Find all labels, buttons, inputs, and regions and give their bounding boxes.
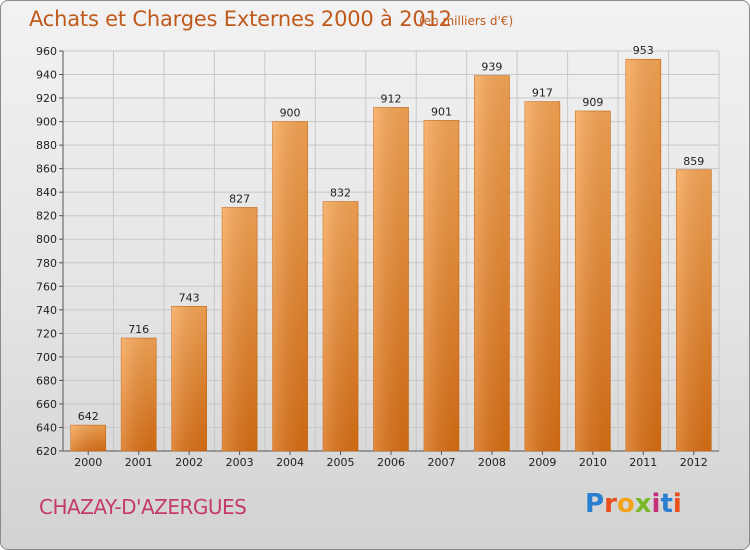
- bar-highlight: [272, 121, 308, 452]
- data-label: 743: [179, 291, 200, 304]
- data-label: 827: [229, 192, 250, 205]
- logo-letter: i: [651, 489, 661, 519]
- x-tick-label: 2001: [125, 456, 153, 469]
- x-tick-label: 2005: [327, 456, 355, 469]
- y-tick-label: 760: [36, 280, 57, 293]
- data-label: 953: [633, 44, 654, 57]
- data-label: 909: [582, 96, 603, 109]
- y-tick-label: 660: [36, 398, 57, 411]
- y-tick-label: 880: [36, 139, 57, 152]
- data-label: 917: [532, 87, 553, 100]
- y-tick-label: 740: [36, 304, 57, 317]
- y-tick-label: 920: [36, 92, 57, 105]
- bar-highlight: [121, 338, 157, 451]
- bar-highlight: [323, 201, 359, 451]
- x-tick-label: 2004: [276, 456, 304, 469]
- chart-title: Achats et Charges Externes 2000 à 2012: [29, 7, 452, 31]
- x-tick-label: 2002: [175, 456, 203, 469]
- x-tick-label: 2008: [478, 456, 506, 469]
- y-tick-label: 860: [36, 163, 57, 176]
- bars: [70, 58, 712, 452]
- x-tick-label: 2007: [427, 456, 455, 469]
- y-tick-label: 800: [36, 233, 57, 246]
- x-tick-label: 2009: [528, 456, 556, 469]
- y-tick-label: 900: [36, 116, 57, 129]
- data-label: 716: [128, 323, 149, 336]
- data-label: 859: [683, 155, 704, 168]
- y-tick-label: 820: [36, 210, 57, 223]
- y-tick-label: 680: [36, 374, 57, 387]
- bar-highlight: [171, 306, 207, 451]
- y-tick-label: 700: [36, 351, 57, 364]
- proxiti-logo[interactable]: Proxiti: [585, 489, 682, 519]
- commune-name: CHAZAY-D'AZERGUES: [39, 495, 247, 519]
- data-label: 939: [481, 61, 502, 74]
- logo-letter: o: [616, 489, 635, 519]
- bar-highlight: [70, 425, 106, 451]
- y-tick-label: 720: [36, 327, 57, 340]
- y-tick-label: 640: [36, 421, 57, 434]
- x-tick-label: 2000: [74, 456, 102, 469]
- x-tick-label: 2006: [377, 456, 405, 469]
- bar-highlight: [575, 111, 611, 451]
- x-tick-label: 2011: [629, 456, 657, 469]
- y-tick-label: 780: [36, 257, 57, 270]
- data-label: 642: [78, 410, 99, 423]
- x-tick-label: 2010: [579, 456, 607, 469]
- bar-highlight: [423, 120, 459, 451]
- logo-letter: x: [634, 489, 652, 519]
- data-label: 900: [280, 107, 301, 120]
- logo-letter: P: [585, 489, 605, 519]
- y-tick-label: 620: [36, 445, 57, 458]
- bar-highlight: [676, 169, 712, 451]
- y-tick-label: 840: [36, 186, 57, 199]
- logo-letter: t: [660, 489, 673, 519]
- bar-highlight: [625, 59, 661, 452]
- data-label: 832: [330, 187, 351, 200]
- y-tick-labels: 620 640 660 680 700 720 740 760 780 800 820 840 860 8…: [36, 45, 57, 458]
- y-tick-label: 940: [36, 69, 57, 82]
- data-label: 901: [431, 105, 452, 118]
- data-labels: 642 716 743 827 900 832 912 901 939 917 909 953 859: [78, 44, 705, 423]
- x-tick-labels: 2000 2001 2002 2003 2004 2005 2006 2007 2008 2009…: [74, 456, 708, 469]
- bar-highlight: [474, 75, 510, 452]
- data-label: 912: [381, 92, 402, 105]
- logo-letter: r: [604, 489, 617, 519]
- chart-subtitle: (en milliers d'€): [419, 14, 514, 28]
- x-tick-label: 2012: [680, 456, 708, 469]
- x-tick-label: 2003: [226, 456, 254, 469]
- bar-highlight: [373, 107, 409, 452]
- bar-highlight: [222, 207, 258, 451]
- y-tick-label: 960: [36, 45, 57, 58]
- logo-letter: i: [672, 489, 682, 519]
- bar-highlight: [524, 101, 560, 452]
